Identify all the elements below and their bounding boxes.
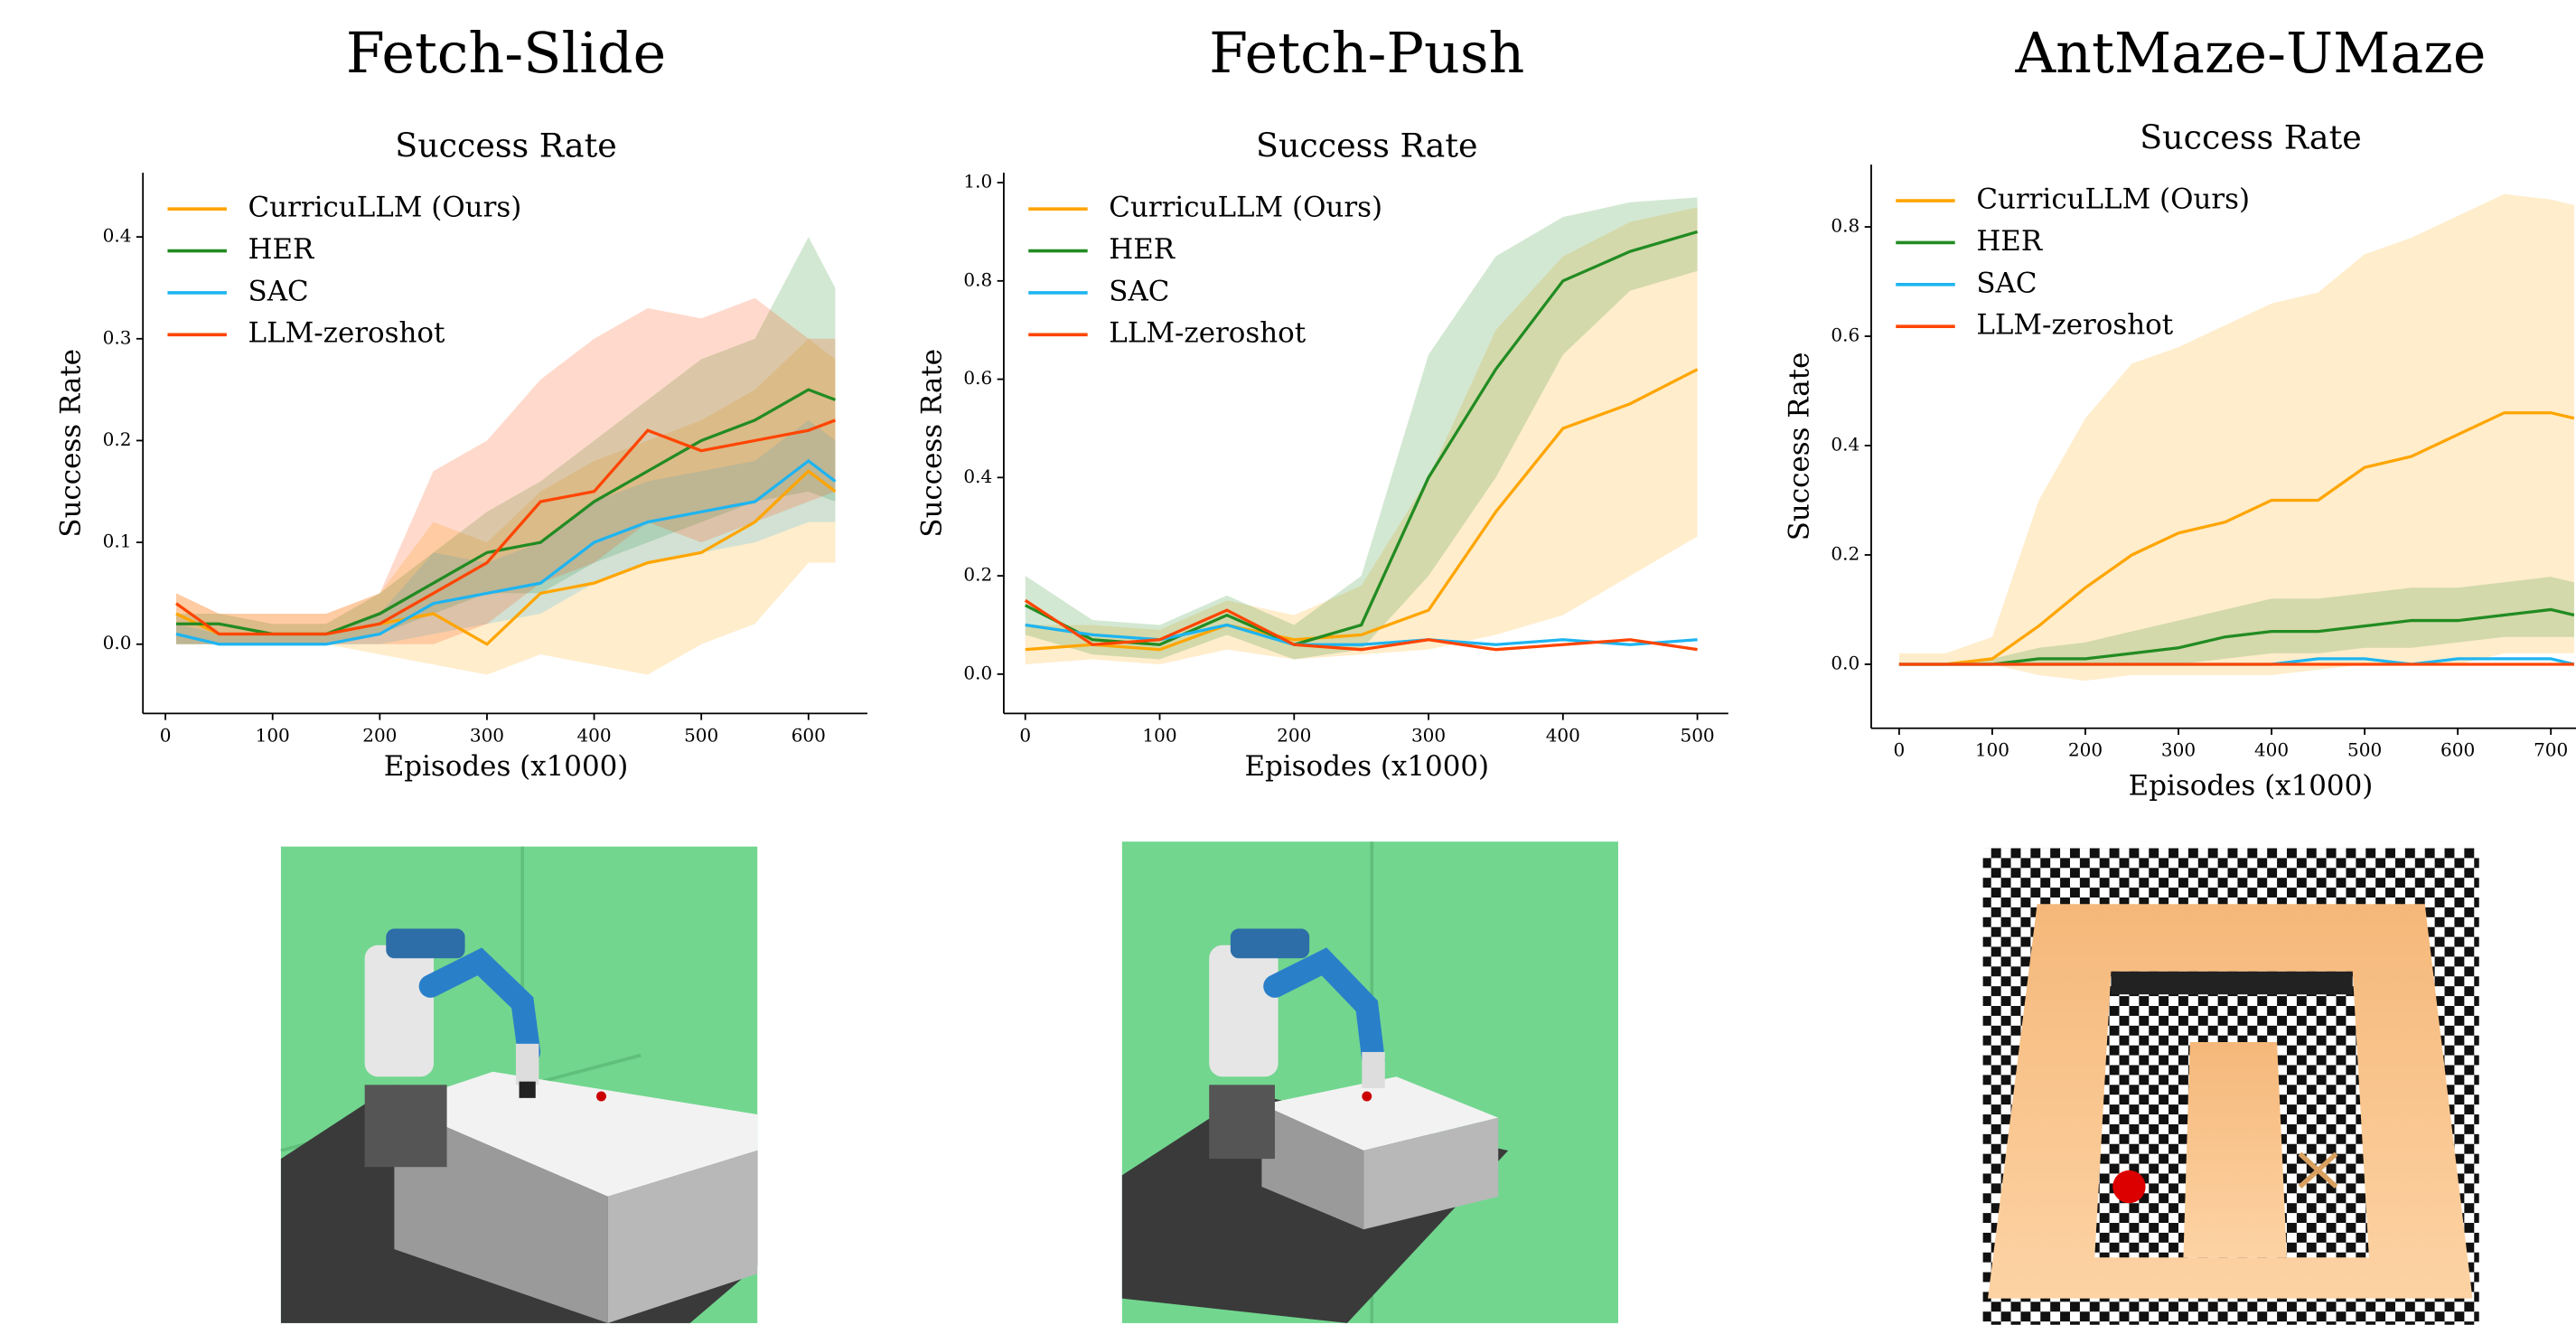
x-tick-label: 200: [362, 724, 397, 746]
plot-area: [1026, 197, 1698, 664]
x-axis-label: Episodes (x1000): [1244, 750, 1489, 783]
y-axis-label: Success Rate: [1783, 352, 1815, 541]
x-axis-label: Episodes (x1000): [384, 750, 629, 783]
y-tick-label: 0.2: [103, 428, 132, 450]
y-tick-label: 0.6: [963, 367, 992, 389]
legend-label: CurricuLLM (Ours): [248, 192, 522, 224]
fetch-push-scene: [1122, 841, 1618, 1323]
charts: Fetch-Slide Success Rate Episodes (x1000) S…: [55, 21, 2576, 803]
legend-label: HER: [248, 233, 316, 266]
x-tick-label: 100: [256, 724, 290, 746]
y-tick-label: 0.6: [1831, 324, 1859, 346]
y-tick-label: 0.0: [963, 662, 992, 683]
y-tick-label: 0.4: [103, 225, 132, 247]
x-tick-label: 500: [2347, 739, 2382, 761]
legend-label: SAC: [248, 275, 309, 307]
y-tick-label: 0.8: [1831, 215, 1859, 237]
x-tick-label: 300: [1411, 724, 1446, 746]
legend-label: CurricuLLM (Ours): [1109, 192, 1382, 224]
y-tick-label: 0.4: [963, 465, 992, 487]
chart-title: AntMaze-UMaze: [2015, 21, 2487, 86]
x-tick-label: 200: [1277, 724, 1311, 746]
legend-label: LLM-zeroshot: [248, 317, 445, 350]
y-axis-label: Success Rate: [55, 349, 88, 538]
x-tick-label: 300: [470, 724, 504, 746]
x-tick-label: 400: [2254, 739, 2289, 761]
plot: Fetch-Slide Success Rate Episodes (x1000) S…: [55, 21, 868, 783]
chart-title: Fetch-Push: [1209, 21, 1524, 86]
x-tick-label: 0: [1894, 739, 1906, 761]
x-tick-label: 200: [2068, 739, 2103, 761]
y-tick-label: 0.2: [1831, 542, 1859, 564]
y-tick-label: 0.4: [1831, 433, 1859, 455]
x-tick-label: 100: [1975, 739, 2009, 761]
legend-label: HER: [1976, 225, 2044, 258]
y-tick-label: 0.8: [963, 268, 992, 290]
y-tick-label: 0.2: [963, 564, 992, 586]
chart-subtitle: Success Rate: [1256, 126, 1477, 164]
figure: Fetch-Slide Success Rate Episodes (x1000) S…: [0, 0, 2576, 1325]
antmaze-scene: [1983, 848, 2479, 1324]
fetch-slide-scene: [281, 847, 757, 1323]
y-axis-label: Success Rate: [915, 349, 948, 538]
y-tick-label: 0.1: [103, 531, 132, 552]
legend-label: LLM-zeroshot: [1109, 317, 1306, 350]
x-tick-label: 400: [1546, 724, 1580, 746]
y-tick-label: 0.3: [103, 326, 132, 348]
legend-label: LLM-zeroshot: [1976, 309, 2173, 342]
chart-title: Fetch-Slide: [346, 21, 666, 86]
plot: AntMaze-UMaze Success Rate Episodes (x1000…: [1783, 21, 2576, 803]
chart-subtitle: Success Rate: [395, 126, 616, 164]
y-tick-label: 1.0: [963, 171, 992, 193]
x-tick-label: 0: [160, 724, 172, 746]
y-tick-label: 0.0: [103, 632, 132, 653]
x-tick-label: 400: [576, 724, 611, 746]
y-tick-label: 0.0: [1831, 652, 1859, 673]
chart-subtitle: Success Rate: [2140, 117, 2361, 156]
x-tick-label: 600: [792, 724, 826, 746]
x-axis-label: Episodes (x1000): [2129, 770, 2374, 803]
legend-label: HER: [1109, 233, 1176, 266]
legend-label: SAC: [1109, 275, 1169, 307]
x-tick-label: 700: [2534, 739, 2568, 761]
x-tick-label: 500: [684, 724, 718, 746]
x-tick-label: 300: [2161, 739, 2196, 761]
legend-label: SAC: [1976, 267, 2037, 299]
legend-label: CurricuLLM (Ours): [1976, 183, 2250, 216]
x-tick-label: 0: [1019, 724, 1031, 746]
x-tick-label: 600: [2440, 739, 2475, 761]
plot: Fetch-Push Success Rate Episodes (x1000) Su…: [915, 21, 1728, 783]
x-tick-label: 100: [1142, 724, 1176, 746]
x-tick-label: 500: [1680, 724, 1714, 746]
